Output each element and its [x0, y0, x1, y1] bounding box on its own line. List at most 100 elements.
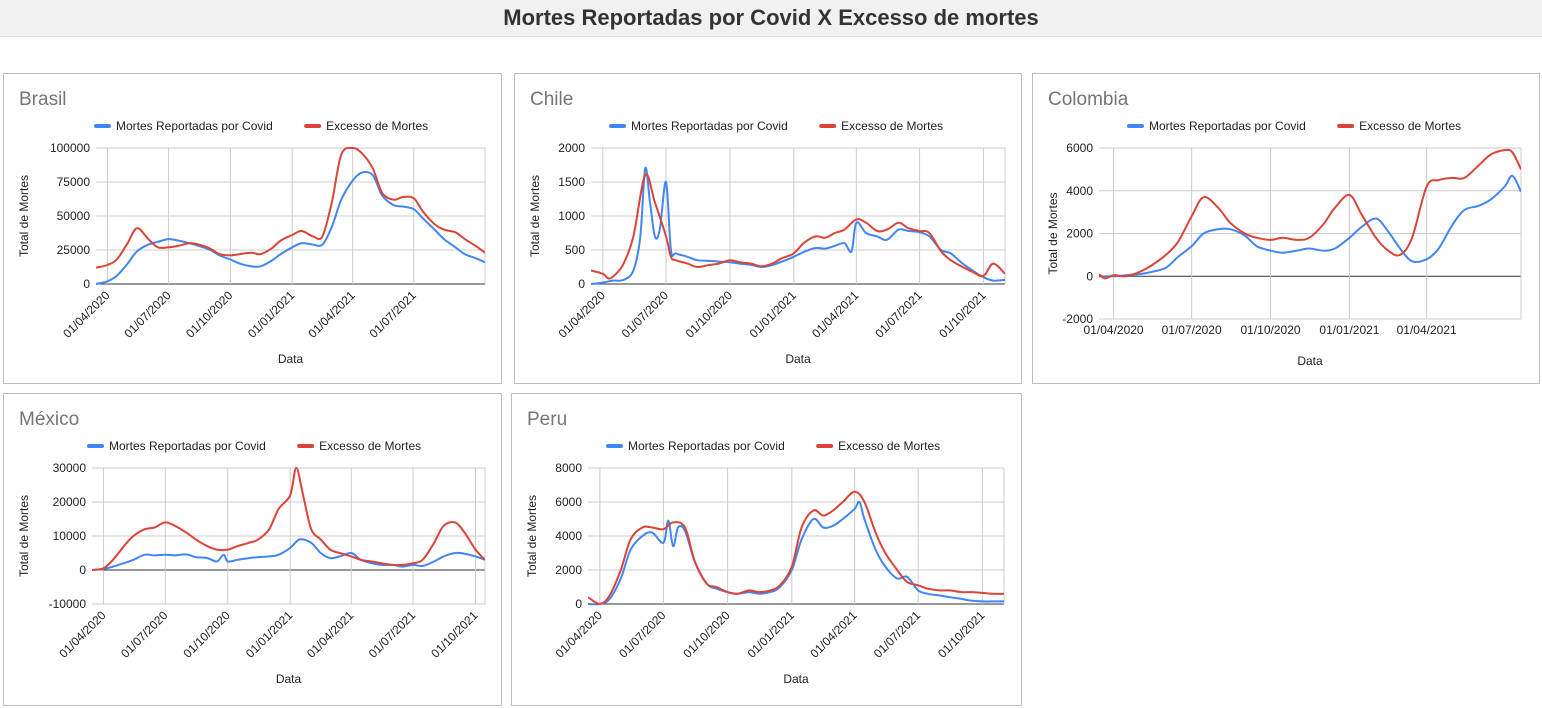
- chart-title: Brasil: [19, 89, 67, 110]
- x-tick-label: 01/07/2020: [1162, 323, 1222, 337]
- y-axis-label: Total de Mortes: [528, 175, 542, 257]
- legend-label: Mortes Reportadas por Covid: [631, 119, 788, 133]
- x-axis-label: Data: [276, 672, 302, 686]
- x-tick-label: 01/07/2020: [118, 608, 171, 661]
- x-tick-label: 01/07/2020: [616, 608, 669, 661]
- x-axis-label: Data: [278, 352, 304, 366]
- legend-label: Excesso de Mortes: [1359, 119, 1461, 133]
- y-axis-label: Total de Mortes: [17, 175, 31, 257]
- x-tick-label: 01/10/2020: [680, 608, 733, 661]
- y-axis-label: Total de Mortes: [525, 495, 539, 577]
- y-tick-label: 100000: [50, 141, 90, 155]
- x-tick-label: 01/01/2021: [745, 608, 798, 661]
- series-line: [96, 146, 485, 269]
- y-tick-label: 4000: [1066, 184, 1093, 198]
- x-tick-label: 01/04/2020: [60, 288, 113, 341]
- y-tick-label: 30000: [53, 461, 87, 475]
- x-tick-label: 01/07/2021: [367, 288, 420, 341]
- legend-label: Excesso de Mortes: [841, 119, 943, 133]
- series-line: [588, 490, 1004, 605]
- x-tick-label: 01/04/2021: [1397, 323, 1457, 337]
- legend-label: Mortes Reportadas por Covid: [109, 439, 266, 453]
- y-tick-label: 2000: [558, 141, 585, 155]
- x-tick-label: 01/04/2020: [556, 288, 609, 341]
- x-tick-label: 01/01/2021: [243, 608, 296, 661]
- x-tick-label: 01/04/2021: [304, 608, 357, 661]
- legend-label: Mortes Reportadas por Covid: [116, 119, 273, 133]
- x-tick-label: 01/04/2021: [807, 608, 860, 661]
- y-axis-label: Total de Mortes: [1046, 192, 1060, 274]
- legend-label: Excesso de Mortes: [838, 439, 940, 453]
- x-axis-label: Data: [1297, 354, 1323, 368]
- chart-panel-colombia: Colombia Mortes Reportadas por Covid Exces…: [1032, 73, 1540, 384]
- y-tick-label: 25000: [57, 243, 91, 257]
- x-tick-label: 01/10/2020: [181, 608, 234, 661]
- y-tick-label: 0: [1086, 269, 1093, 283]
- x-tick-label: 01/01/2021: [747, 288, 800, 341]
- chart-panel-brasil: Brasil Mortes Reportadas por Covid Excesso…: [3, 73, 502, 384]
- x-tick-label: 01/04/2020: [1084, 323, 1144, 337]
- chart-svg: Chile Mortes Reportadas por Covid Excesso …: [528, 89, 1006, 366]
- x-tick-label: 01/10/2021: [428, 608, 481, 661]
- x-tick-label: 01/01/2021: [245, 288, 298, 341]
- y-tick-label: 1500: [558, 175, 585, 189]
- page-header: Mortes Reportadas por Covid X Excesso de…: [0, 0, 1542, 37]
- x-tick-label: 01/10/2020: [1241, 323, 1301, 337]
- y-tick-label: 1000: [558, 209, 585, 223]
- chart-title: Chile: [530, 89, 573, 110]
- series-line: [92, 467, 485, 571]
- x-tick-label: 01/10/2020: [183, 288, 236, 341]
- x-tick-label: 01/04/2021: [809, 288, 862, 341]
- x-tick-label: 01/10/2021: [935, 608, 988, 661]
- page-title: Mortes Reportadas por Covid X Excesso de…: [503, 5, 1039, 30]
- y-tick-label: 0: [575, 597, 582, 611]
- legend-label: Mortes Reportadas por Covid: [628, 439, 785, 453]
- legend-label: Mortes Reportadas por Covid: [1149, 119, 1306, 133]
- y-tick-label: 8000: [555, 461, 582, 475]
- y-tick-label: 50000: [57, 209, 91, 223]
- x-tick-label: 01/01/2021: [1319, 323, 1379, 337]
- x-tick-label: 01/07/2020: [121, 288, 174, 341]
- x-tick-label: 01/10/2020: [683, 288, 736, 341]
- chart-title: Peru: [527, 409, 567, 430]
- x-tick-label: 01/07/2021: [366, 608, 419, 661]
- y-tick-label: 6000: [1066, 141, 1093, 155]
- chart-panel-mexico: México Mortes Reportadas por Covid Excesso…: [3, 393, 502, 706]
- legend-label: Excesso de Mortes: [319, 439, 421, 453]
- x-tick-label: 01/07/2020: [619, 288, 672, 341]
- y-tick-label: -10000: [49, 597, 87, 611]
- y-tick-label: 6000: [555, 495, 582, 509]
- x-tick-label: 01/04/2020: [56, 608, 109, 661]
- x-axis-label: Data: [783, 672, 809, 686]
- y-tick-label: 500: [565, 243, 585, 257]
- y-tick-label: 2000: [555, 563, 582, 577]
- x-tick-label: 01/04/2020: [553, 608, 606, 661]
- chart-title: México: [19, 409, 79, 430]
- series-line: [92, 538, 485, 571]
- y-axis-label: Total de Mortes: [17, 495, 31, 577]
- chart-svg: Peru Mortes Reportadas por Covid Excesso d…: [525, 409, 1005, 686]
- y-tick-label: 75000: [57, 175, 91, 189]
- legend-label: Excesso de Mortes: [326, 119, 428, 133]
- chart-panel-peru: Peru Mortes Reportadas por Covid Excesso d…: [511, 393, 1022, 706]
- chart-svg: México Mortes Reportadas por Covid Excesso…: [17, 409, 486, 686]
- y-tick-label: 0: [578, 277, 585, 291]
- x-axis-label: Data: [785, 352, 811, 366]
- chart-svg: Colombia Mortes Reportadas por Covid Exces…: [1046, 89, 1522, 368]
- chart-panel-chile: Chile Mortes Reportadas por Covid Excesso …: [514, 73, 1022, 384]
- x-tick-label: 01/07/2021: [872, 288, 925, 341]
- y-tick-label: 2000: [1066, 227, 1093, 241]
- y-tick-label: 0: [79, 563, 86, 577]
- y-tick-label: 20000: [53, 495, 87, 509]
- y-tick-label: 0: [83, 277, 90, 291]
- x-tick-label: 01/04/2021: [305, 288, 358, 341]
- y-tick-label: 10000: [53, 529, 87, 543]
- series-line: [588, 500, 1004, 606]
- series-line: [591, 173, 1005, 280]
- series-line: [1099, 148, 1521, 280]
- series-line: [96, 170, 485, 285]
- y-tick-label: -2000: [1062, 312, 1093, 326]
- y-tick-label: 4000: [555, 529, 582, 543]
- series-line: [591, 166, 1005, 285]
- x-tick-label: 01/10/2021: [936, 288, 989, 341]
